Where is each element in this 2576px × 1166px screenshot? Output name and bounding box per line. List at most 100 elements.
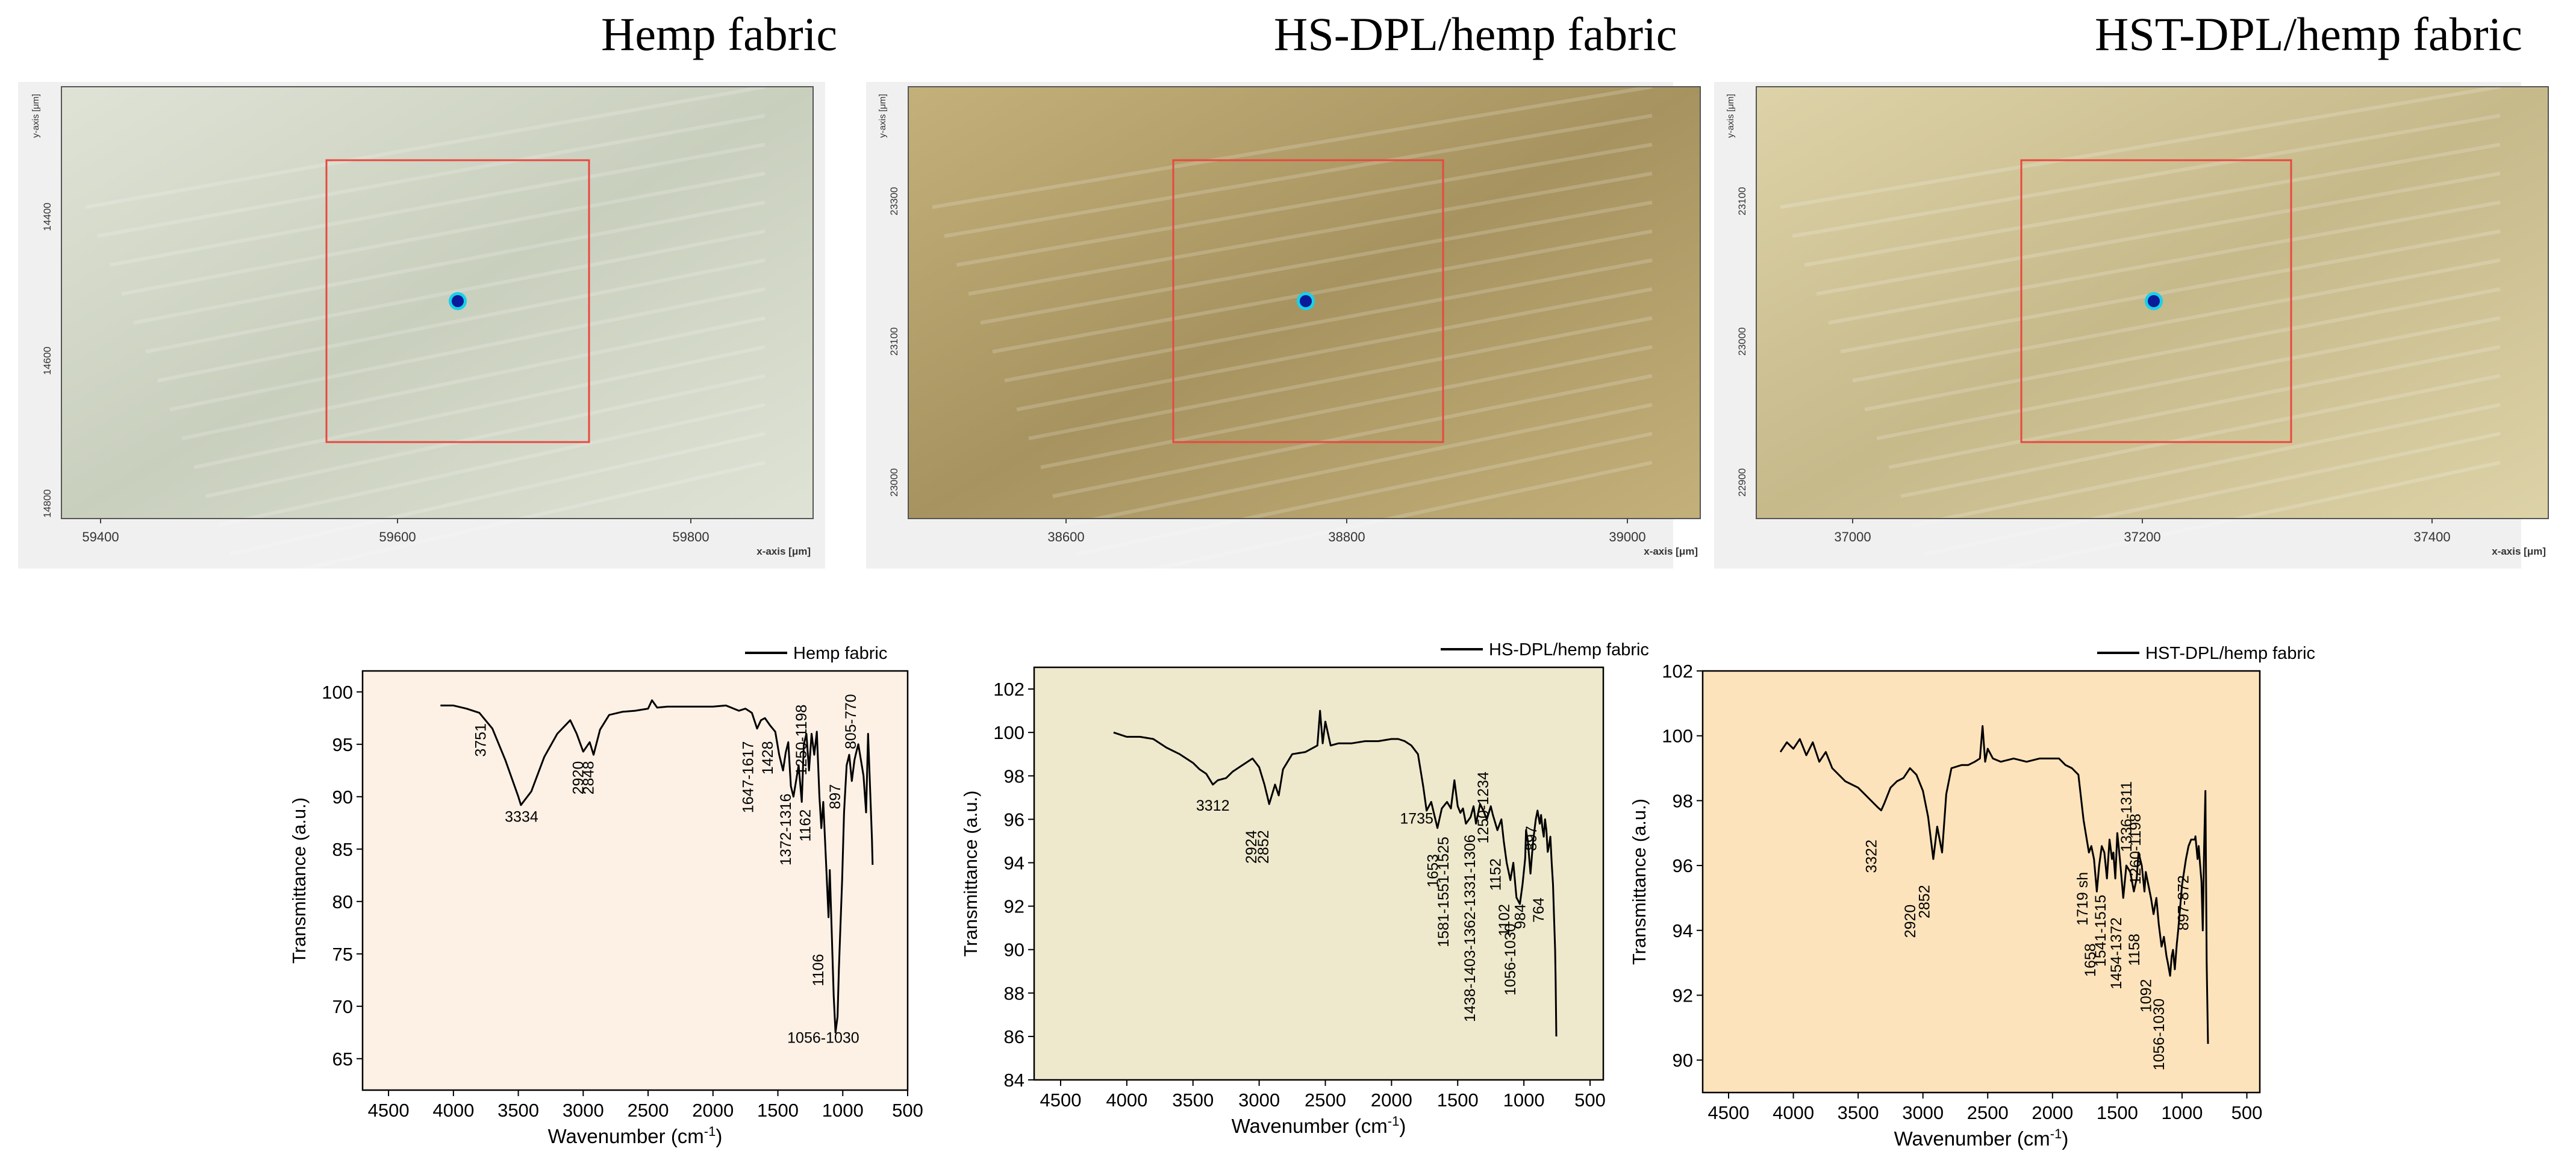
measurement-point: [2148, 295, 2160, 307]
fibre-streak: [109, 143, 766, 267]
measurement-area-box: [1172, 159, 1444, 443]
x-tick-label: 3000: [1238, 1090, 1280, 1111]
peak-annotation: 1581-1551-1525: [1435, 837, 1452, 947]
x-tick-label: 4000: [432, 1100, 474, 1121]
y-axis-label: Transmittance (a.u.): [960, 790, 981, 956]
plot-background: [363, 671, 908, 1090]
x-tick-label: 2000: [1371, 1090, 1412, 1111]
y-tick-label: 100: [322, 682, 353, 703]
x-axis-label: x-axis [μm]: [756, 546, 811, 557]
fibre-streak: [1852, 258, 2501, 382]
x-tick-label: 4000: [1773, 1102, 1814, 1123]
fibre-streak: [1064, 403, 1653, 527]
peak-annotation: 2852: [1255, 830, 1272, 864]
x-axis-label: Wavenumber (cm-1): [1894, 1126, 2069, 1150]
micrograph-svg-2: 38600 38800 39000 23300 23100 23000 x-axis [μm…: [878, 85, 1701, 569]
x-tick-label: 3500: [497, 1100, 539, 1121]
peak-annotation: 1372-1316: [778, 794, 794, 866]
y-axis-label: y-axis [μm]: [878, 94, 888, 138]
y-tick-label: 94: [1004, 852, 1024, 873]
legend-label: Hemp fabric: [793, 644, 887, 663]
peak-annotation: 897: [827, 784, 844, 809]
fibre-streak: [1888, 345, 2501, 469]
x-tick-label: 1500: [2097, 1102, 2138, 1123]
ftir-chart-2: 4500 4000 3500 3000 2500 2000 1500 1000 500 84 86 8…: [958, 638, 1649, 1150]
legend-label: HS-DPL/hemp fabric: [1489, 640, 1649, 659]
y-tick-label: 88: [1004, 983, 1024, 1004]
ftir-chart-1: 4500 4000 3500 3000 2500 2000 1500 1000 500 65 70 7…: [288, 638, 934, 1150]
fibre-streak: [97, 114, 766, 238]
peak-annotation: 1438-1403-1362-1331-1306: [1462, 835, 1479, 1022]
plot-frame: [361, 670, 909, 1091]
x-axis-label: Wavenumber (cm-1): [1232, 1114, 1406, 1138]
peak-annotation: 1454-1372: [2108, 917, 2125, 990]
fibre-streak: [944, 114, 1653, 238]
peak-annotation: 3312: [1196, 797, 1230, 814]
micrograph-title-3: HST-DPL/hemp fabric: [2095, 8, 2522, 60]
micrograph-image: [61, 87, 813, 519]
x-tick-label: 1000: [822, 1100, 864, 1121]
fibre-streak: [1912, 403, 2501, 527]
peak-annotation: 805-770: [843, 694, 859, 749]
ftir-svg-3: 4500 4000 3500 3000 2500 2000 1500 1000 500 90 92 9…: [1629, 644, 2315, 1150]
x-tick-label: 3000: [563, 1100, 604, 1121]
peak-annotation: 1336-1311: [2118, 781, 2135, 852]
fibre-streak: [1900, 374, 2501, 498]
peak-annotation: 3751: [472, 723, 489, 757]
x-tick-label: 500: [2231, 1102, 2263, 1123]
x-tick-label: 59800: [672, 529, 709, 544]
fibre-streak: [932, 85, 1653, 209]
micrograph-svg-3: 37000 37200 37400 23100 23000 22900 x-axis [μm…: [1726, 85, 2549, 569]
y-tick-label: 94: [1673, 920, 1693, 941]
y-tick-label: 95: [332, 734, 353, 755]
x-tick-label: 39000: [1609, 529, 1645, 544]
y-tick-label: 85: [332, 839, 353, 860]
ftir-svg-2: 4500 4000 3500 3000 2500 2000 1500 1000 500 84 86 8…: [960, 640, 1649, 1138]
y-tick-label: 102: [993, 679, 1024, 700]
legend-label: HST-DPL/hemp fabric: [2145, 644, 2315, 663]
micrograph-frame: [908, 86, 1701, 519]
peak-annotation: 1102: [1496, 904, 1513, 937]
x-tick-label: 59600: [379, 529, 416, 544]
y-tick-label: 65: [332, 1049, 353, 1070]
y-tick-label: 84: [1004, 1070, 1024, 1091]
peak-annotation: 1428: [759, 741, 776, 775]
y-tick-label: 70: [332, 996, 353, 1017]
fibre-streak: [1995, 461, 2501, 569]
peak-annotation: 2924: [1243, 830, 1260, 864]
x-tick-label: 59400: [82, 529, 119, 544]
x-tick-label: 37200: [2124, 529, 2160, 544]
peak-annotation: 1735: [1400, 811, 1433, 828]
y-tick-label: 90: [1004, 940, 1024, 961]
measurement-point: [1300, 295, 1312, 307]
x-tick-label: 4500: [368, 1100, 410, 1121]
x-tick-label: 1000: [1503, 1090, 1545, 1111]
y-tick-label: 14600: [42, 346, 53, 375]
fibre-streak: [1876, 316, 2501, 440]
fibre-streak: [980, 201, 1653, 325]
fibre-streak: [1804, 143, 2501, 267]
peak-annotation: 1250-1198: [793, 705, 810, 776]
x-tick-label: 2500: [1967, 1102, 2009, 1123]
peak-annotation: 984: [1512, 904, 1529, 929]
peak-annotation: 1056-1030: [1502, 923, 1519, 996]
peak-annotation: 2852: [1916, 885, 1933, 918]
peak-annotation: 1162: [797, 809, 814, 842]
x-tick-label: 3500: [1172, 1090, 1214, 1111]
y-axis-label: y-axis [μm]: [1726, 94, 1736, 138]
fibre-streak: [169, 287, 766, 411]
y-tick-label: 102: [1662, 661, 1693, 682]
peak-annotation: 897-872: [2175, 875, 2192, 931]
fibre-streak: [1780, 85, 2501, 209]
y-axis-label: y-axis [μm]: [31, 94, 41, 138]
y-axis-label: Transmittance (a.u.): [1629, 799, 1650, 965]
x-axis-label: x-axis [μm]: [2492, 546, 2546, 557]
x-tick-label: 2000: [692, 1100, 734, 1121]
x-tick-label: 1000: [2161, 1102, 2203, 1123]
y-tick-label: 98: [1004, 765, 1024, 787]
x-tick-label: 3500: [1838, 1102, 1879, 1123]
micrograph-svg-1: 59400 59600 59800 14400 14600 14800 x-axis [μm…: [31, 85, 814, 569]
x-tick-label: 38600: [1047, 529, 1084, 544]
peak-annotation: 764: [1530, 897, 1547, 923]
peak-annotation: 1092: [2138, 979, 2154, 1013]
